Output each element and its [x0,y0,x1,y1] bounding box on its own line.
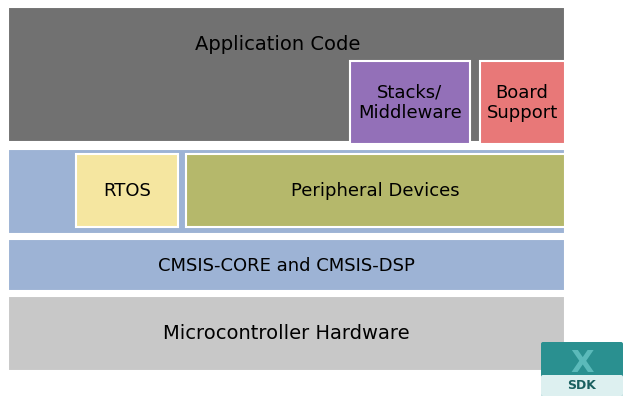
Bar [8,239,565,291]
Bar [8,8,565,143]
FancyBboxPatch shape [541,342,623,396]
Text: Application Code: Application Code [196,35,360,55]
Bar [8,296,565,371]
Text: CMSIS-CORE and CMSIS-DSP: CMSIS-CORE and CMSIS-DSP [157,256,415,274]
FancyBboxPatch shape [541,375,623,396]
Text: RTOS: RTOS [103,182,151,200]
Text: Stacks/
Middleware: Stacks/ Middleware [358,83,462,122]
Bar [186,155,565,227]
Text: Microcontroller Hardware: Microcontroller Hardware [163,324,409,342]
Bar [76,155,178,227]
Text: Peripheral Devices: Peripheral Devices [291,182,459,200]
Bar [8,150,565,235]
Bar [480,62,565,145]
Text: X: X [571,348,594,378]
Text: Board
Support: Board Support [486,83,558,122]
Text: SDK: SDK [567,379,596,391]
Bar [350,62,470,145]
Bar [543,377,621,394]
